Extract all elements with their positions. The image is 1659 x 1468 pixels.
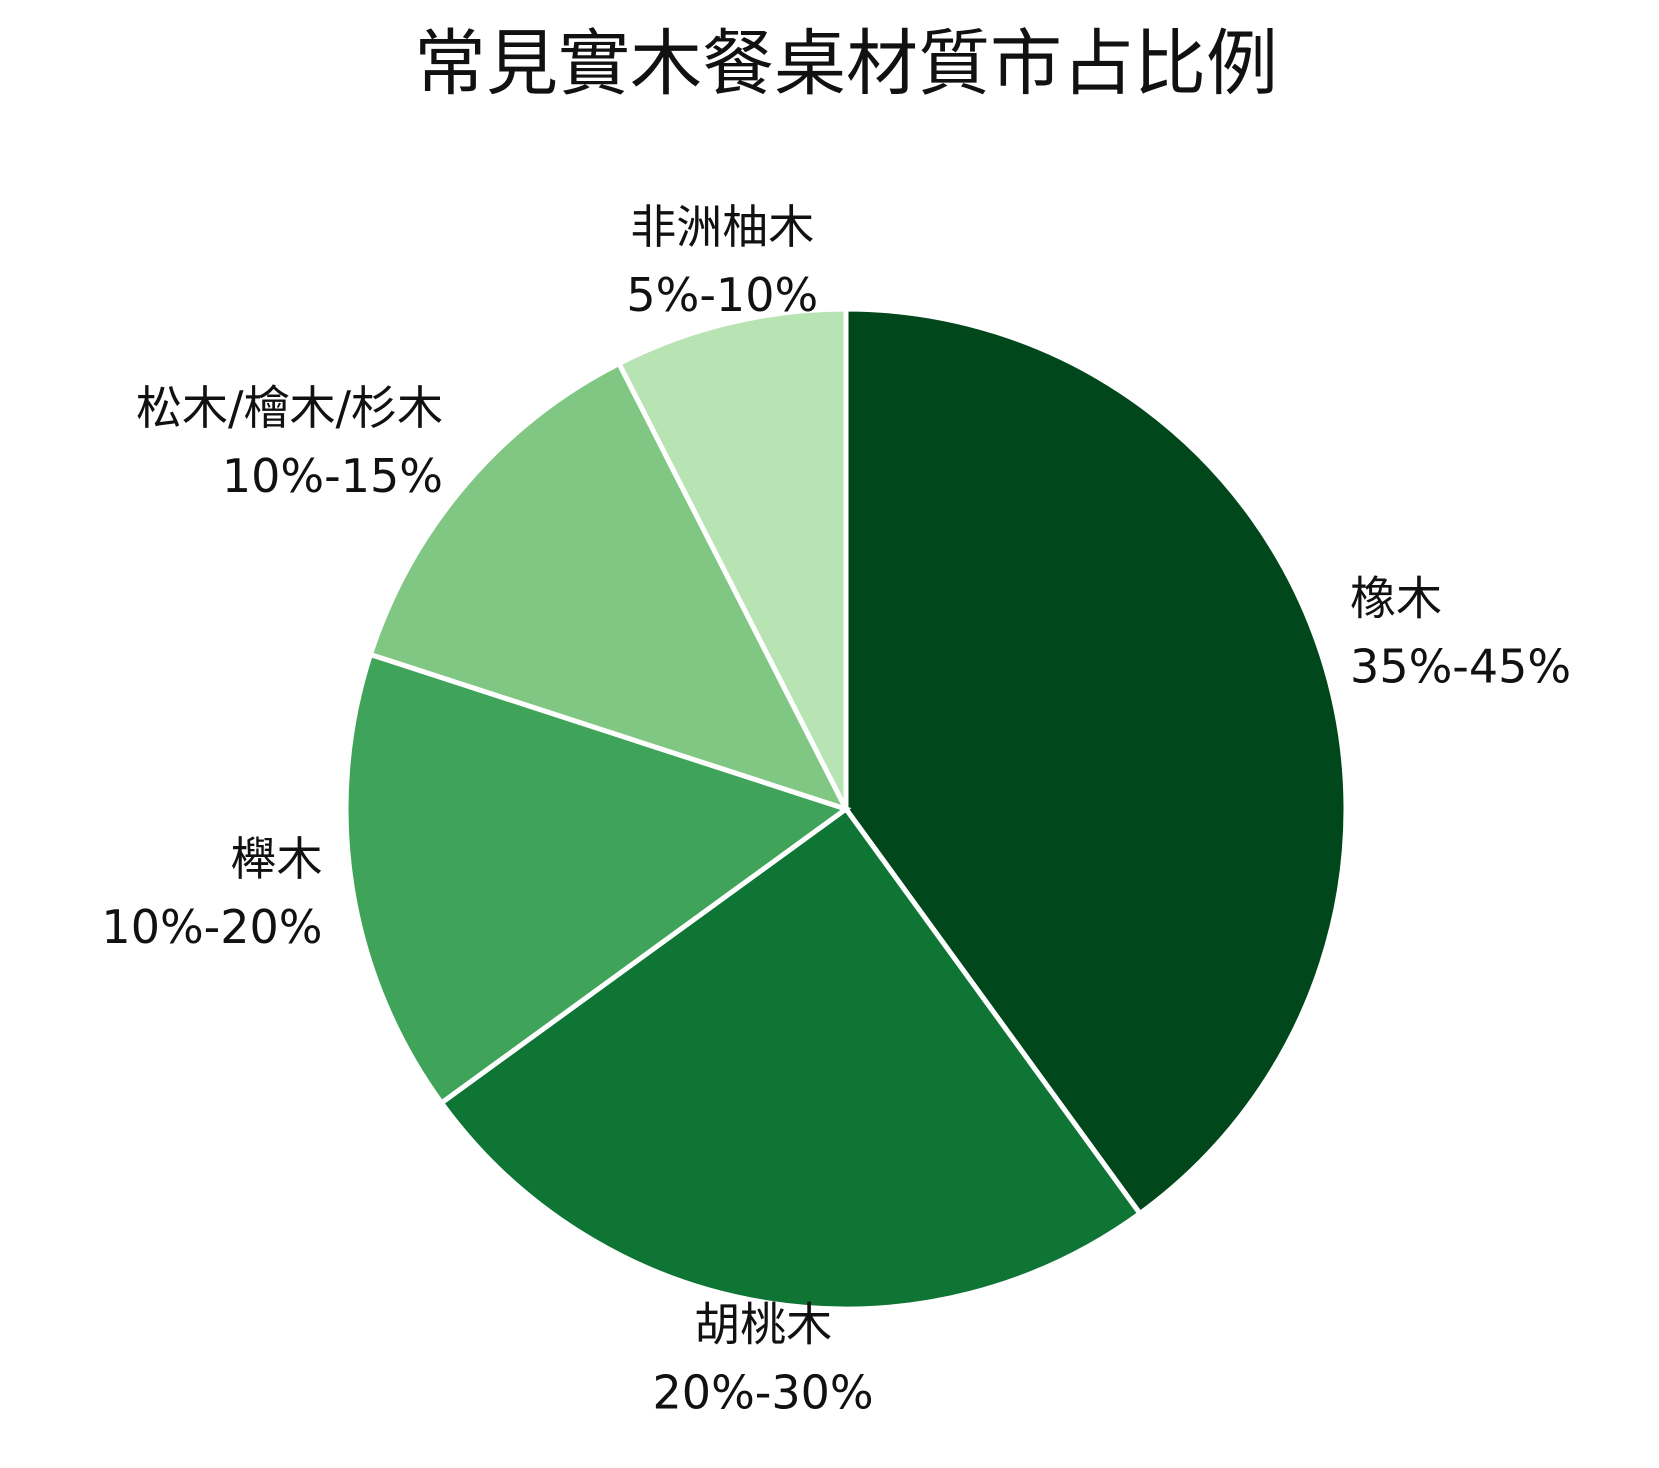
slice-label: 松木/檜木/杉木 — [136, 381, 443, 435]
pie-slice — [367, 360, 851, 814]
slice-label: 櫸木 — [231, 832, 323, 886]
slice-label: 橡木 — [1350, 571, 1442, 625]
slice-label: 非洲柚木 — [630, 200, 814, 254]
chart-title: 常見實木餐桌材質市占比例 — [414, 22, 1278, 106]
slice-value-label: 10%-15% — [222, 449, 443, 503]
slice-value-label: 5%-10% — [626, 268, 818, 322]
pie-slice — [615, 306, 849, 811]
slice-value-label: 35%-45% — [1350, 639, 1571, 693]
slice-value-label: 20%-30% — [653, 1366, 874, 1420]
slice-label: 胡桃木 — [694, 1298, 832, 1352]
pie-slice — [437, 805, 1144, 1312]
pie-slice — [843, 306, 1349, 1218]
slice-value-label: 10%-20% — [101, 900, 322, 954]
pie-slice — [343, 651, 852, 1107]
